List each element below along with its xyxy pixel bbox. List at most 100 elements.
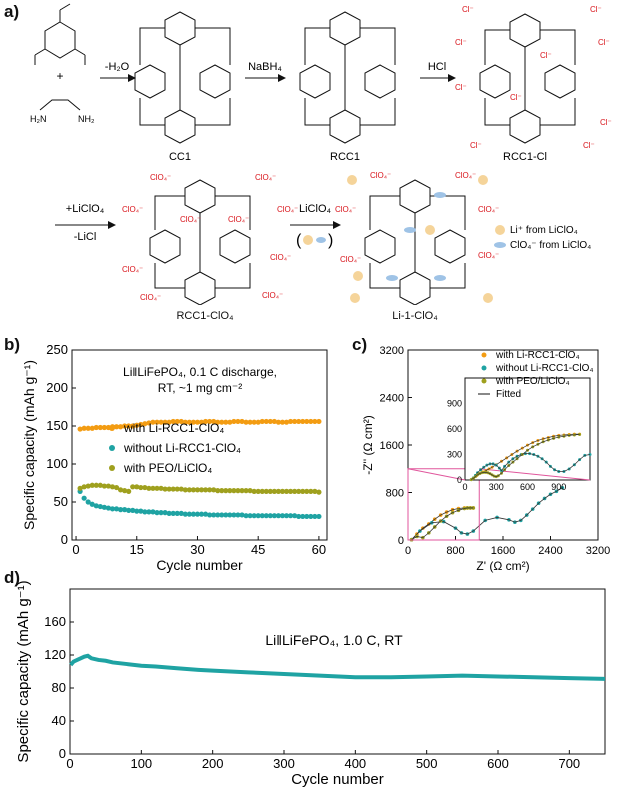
legend-marker [481,352,487,358]
data-point [223,419,229,425]
data-point [255,488,261,494]
data-point [279,488,286,494]
y-axis-label: Specific capacity (mAh g⁻¹) [21,360,37,530]
y-tick-label: 150 [46,418,68,433]
svg-text:ClO₄⁻: ClO₄⁻ [262,291,283,300]
rcc1-cl-counterions: Cl⁻ Cl⁻ Cl⁻ Cl⁻ Cl⁻ Cl⁻ Cl⁻ Cl⁻ Cl⁻ Cl⁻ [455,5,612,150]
data-point [105,483,112,489]
data-point [207,487,213,493]
svg-text:Cl⁻: Cl⁻ [540,51,552,60]
svg-text:ClO₄⁻: ClO₄⁻ [455,171,476,180]
data-point [239,488,245,494]
data-point [138,484,144,491]
svg-text:ClO₄⁻: ClO₄⁻ [122,265,143,274]
svg-text:ClO₄⁻: ClO₄⁻ [277,205,298,214]
x-tick-label: 1600 [491,545,515,557]
x-tick-label: 500 [416,756,438,771]
x-tick-label: 200 [202,756,224,771]
svg-text:Cl⁻: Cl⁻ [590,5,602,14]
data-point [207,418,213,425]
annotation-line-2: RT, ~1 mg cm⁻² [158,381,242,395]
data-point [122,507,128,513]
plot-frame [71,349,328,541]
data-point [316,513,322,520]
x-tick-label: 0 [66,756,73,771]
data-point [304,488,310,494]
data-point [231,488,237,494]
data-point [239,512,245,518]
data-point [138,508,144,514]
data-point [316,489,322,495]
legend-label: with PEO/LiClO₄ [123,461,212,475]
data-point [182,511,188,517]
data-point [93,424,99,431]
data-point [166,510,172,516]
x-tick-label: 800 [446,545,464,557]
data-point [247,488,253,494]
data-point [154,419,160,425]
data-point [182,419,188,425]
data-point [150,485,156,491]
inset-frame [464,377,591,481]
data-point [190,511,197,517]
data-point [227,419,233,425]
data-point [186,487,192,493]
y-tick-label: 0 [61,532,68,547]
data-point [178,486,184,492]
data-point [247,419,253,425]
data-point [113,424,120,430]
data-point [109,506,116,512]
data-point [267,513,273,519]
inset-x-tick-label: 300 [489,482,504,492]
data-point [215,512,221,518]
x-tick-label: 15 [130,542,144,557]
panel-d-letter: d) [4,568,21,587]
data-point [122,488,128,494]
data-point [85,425,91,431]
data-point [130,507,136,513]
data-point [316,418,322,425]
data-point [211,512,217,518]
data-point [279,419,286,425]
y-tick-label: 0 [59,746,66,761]
inset-x-tick-label: 900 [551,482,566,492]
data-point [287,488,294,494]
data-point [190,487,197,493]
y-tick-label: 1600 [380,440,404,452]
panel-c-letter: c) [352,335,368,354]
data-point [162,510,168,516]
data-point [170,486,176,492]
svg-text:ClO₄⁻: ClO₄⁻ [150,173,171,182]
data-point [166,486,172,492]
data-point [194,487,201,493]
y-tick-label: 250 [46,342,68,357]
data-point [287,513,294,519]
panel-b-letter: b) [4,335,21,354]
x-axis-label: Z' (Ω cm²) [476,559,529,573]
data-point [235,512,241,518]
data-point [287,418,294,425]
data-point [77,485,83,491]
rcc1-label: RCC1 [330,151,360,163]
x-tick-label: 400 [344,756,366,771]
data-point [126,423,132,429]
legend-li-label: Li⁺ from LiClO₄ [510,225,578,236]
x-tick-label: 100 [130,756,152,771]
svg-text:ClO₄⁻: ClO₄⁻ [370,171,391,180]
data-point [105,505,112,511]
data-point [166,419,172,425]
data-point [109,484,116,490]
data-point [194,419,201,425]
data-point [300,418,306,425]
x-tick-label: 0 [72,542,79,557]
legend-marker [109,425,115,431]
data-point [150,419,156,425]
data-point [77,426,83,432]
data-point [202,487,209,493]
arrow4-label-bottom: -LiCl [74,231,97,243]
data-point [223,488,229,494]
svg-text:ClO₄⁻: ClO₄⁻ [270,253,291,262]
chart-d: 0 100 200 300 400 500 600 700 0 40 80 120 160 Cycle n… [15,580,606,788]
data-point [259,513,265,519]
data-point [174,510,180,516]
